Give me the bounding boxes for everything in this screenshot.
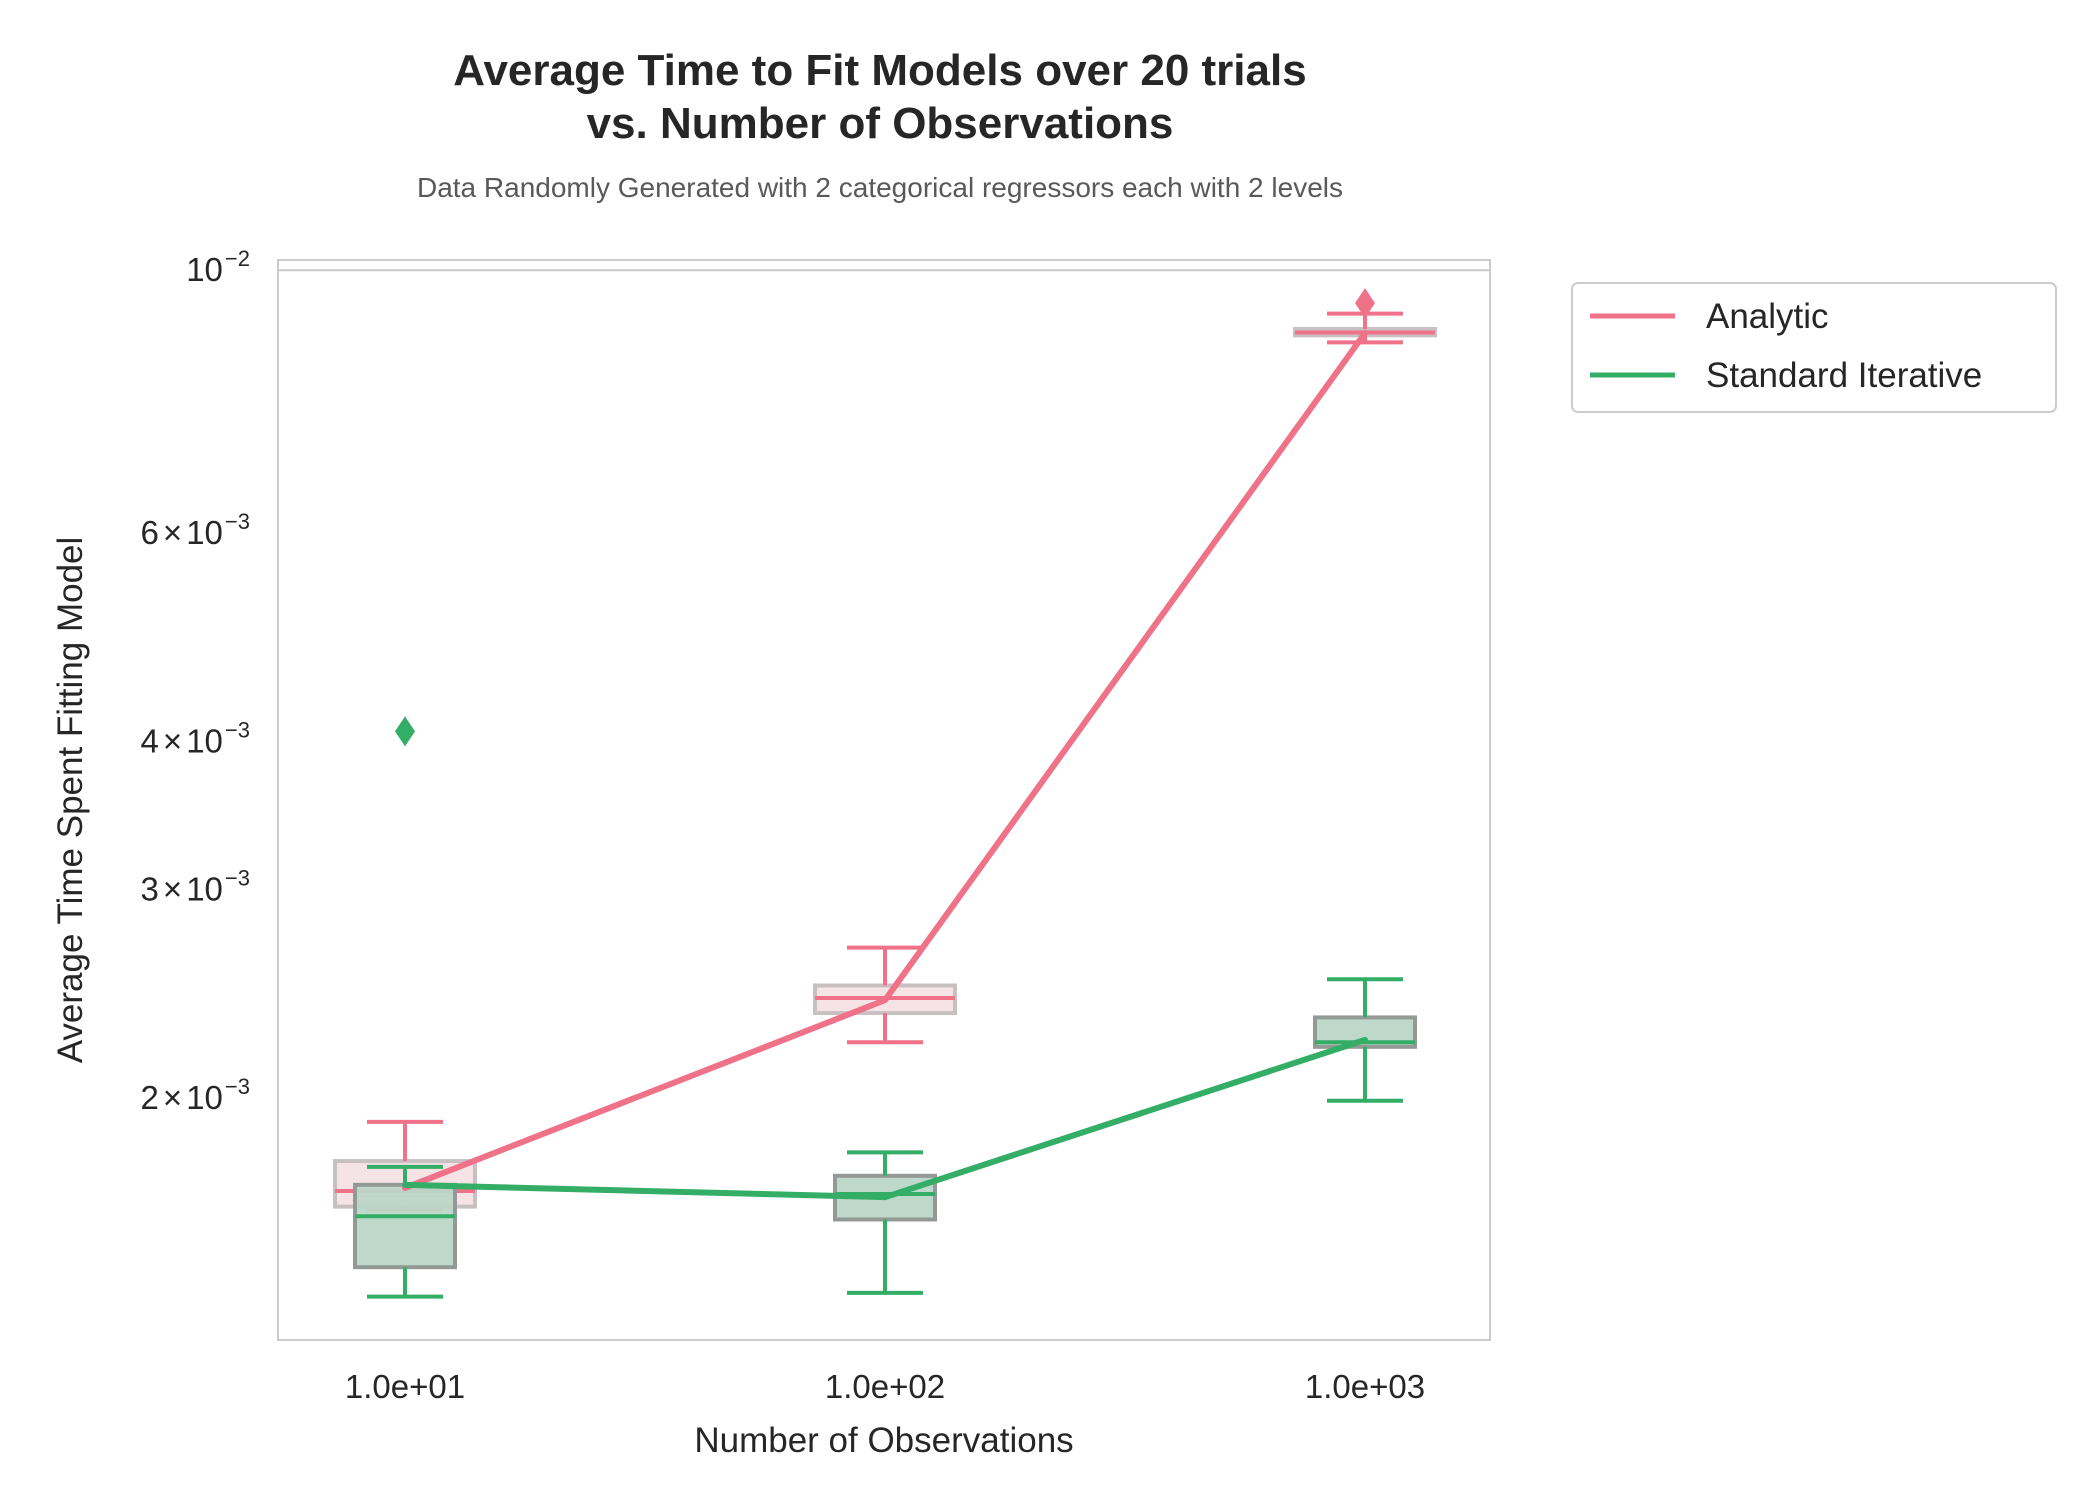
legend-label-standard-iterative: Standard Iterative [1706,356,1982,395]
y-tick-label-0: 2 × 10−3 [141,1074,250,1116]
box-standard-iterative-0 [353,1182,457,1270]
y-tick-base-4: 10 [186,251,223,288]
plot-layer [278,269,1490,1299]
legend-label-analytic: Analytic [1706,297,1829,336]
y-tick-mantissa-3: 6 [141,514,159,551]
mean-line-standard-iterative [402,1036,1368,1201]
y-tick-exponent-3: −3 [225,509,250,534]
flier-analytic-2-0 [1355,288,1375,319]
y-tick-exponent-4: −2 [225,246,250,271]
y-tick-exponent-0: −3 [225,1074,250,1099]
y-tick-mantissa-0: 2 [141,1079,159,1116]
chart-title-line-1: Average Time to Fit Models over 20 trial… [453,46,1306,95]
y-tick-label-3: 6 × 10−3 [141,509,250,551]
y-tick-mantissa-1: 3 [141,871,159,908]
y-tick-base-2: 10 [186,723,223,760]
chart-subtitle: Data Randomly Generated with 2 categoric… [417,172,1343,203]
x-tick-label-1: 1.0e+02 [825,1368,945,1405]
y-tick-label-1: 3 × 10−3 [141,866,250,908]
y-tick-exponent-2: −3 [225,718,250,743]
y-tick-base-0: 10 [186,1079,223,1116]
y-tick-times-3: × [163,514,182,551]
x-axis-label: Number of Observations [694,1421,1073,1460]
mean-line-analytic [402,330,1368,1191]
plot-content [278,269,1490,1299]
y-tick-times-2: × [163,723,182,760]
y-tick-exponent-1: −3 [225,866,250,891]
y-tick-base-3: 10 [186,514,223,551]
flier-standard-iterative-0-0 [395,716,415,747]
y-tick-label-4: 10−2 [186,246,250,288]
x-tick-label-0: 1.0e+01 [345,1368,465,1405]
y-tick-label-2: 4 × 10−3 [141,718,250,760]
y-tick-times-0: × [163,1079,182,1116]
legend: Analytic Standard Iterative [1571,282,2057,413]
legend-frame [1571,282,2057,413]
chart-title-line-2: vs. Number of Observations [587,99,1174,148]
plot-area-frame [277,259,1491,1341]
x-tick-labels: 1.0e+01 1.0e+02 1.0e+03 [345,1368,1425,1405]
y-axis-label: Average Time Spent Fitting Model [51,537,90,1064]
y-tick-mantissa-2: 4 [141,723,159,760]
y-tick-times-1: × [163,871,182,908]
y-tick-base-1: 10 [186,871,223,908]
x-tick-label-2: 1.0e+03 [1305,1368,1425,1405]
y-tick-labels: 2 × 10−33 × 10−34 × 10−36 × 10−310−2 [141,246,250,1116]
